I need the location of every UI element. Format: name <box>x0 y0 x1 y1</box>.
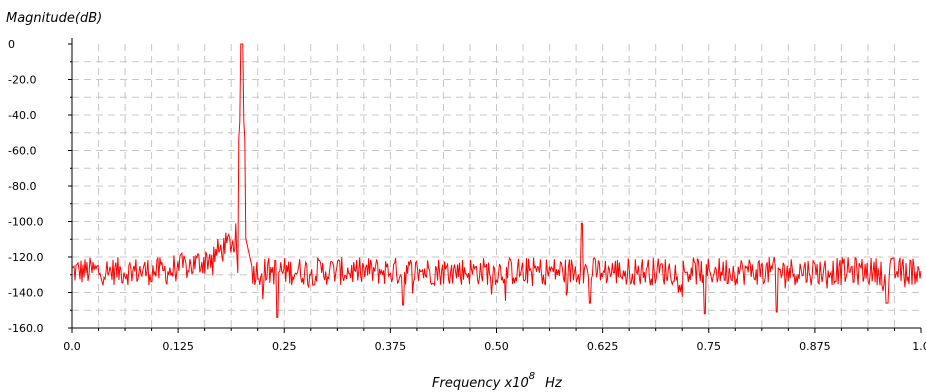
x-axis-title-unit: Hz <box>545 376 563 391</box>
y-tick-label: -60.0 <box>8 145 36 158</box>
x-tick-label: 0.50 <box>484 340 509 353</box>
x-axis-title-exponent: 8 <box>529 371 535 382</box>
x-tick-label: 0.875 <box>799 340 831 353</box>
x-tick-label: 0.75 <box>697 340 722 353</box>
x-tick-label: 0.125 <box>162 340 194 353</box>
grid <box>72 44 921 328</box>
y-tick-label: -160.0 <box>8 322 43 335</box>
x-tick-label: 0.25 <box>272 340 297 353</box>
x-axis-title: Frequency x108 Hz <box>432 371 563 391</box>
y-tick-label: -140.0 <box>8 287 43 300</box>
axes <box>68 38 922 333</box>
x-axis-title-prefix: Frequency x10 <box>432 376 529 391</box>
y-tick-label: -20.0 <box>8 74 36 87</box>
y-tick-label: -40.0 <box>8 109 36 122</box>
series-layer <box>71 43 922 318</box>
y-tick-label: -120.0 <box>8 251 43 264</box>
x-tick-label: 0.625 <box>587 340 619 353</box>
y-tick-label: 0 <box>8 38 15 51</box>
tick-labels: 0 -20.0 -40.0 -60.0 -80.0 -100.0 -120.0 -140.0 -… <box>8 38 926 353</box>
spectrum-trace <box>71 43 922 318</box>
x-tick-label: 0.0 <box>63 340 81 353</box>
x-tick-label: 1.0 <box>912 340 926 353</box>
y-tick-label: -80.0 <box>8 180 36 193</box>
y-axis-title: Magnitude(dB) <box>6 11 102 26</box>
y-tick-label: -100.0 <box>8 216 43 229</box>
x-tick-label: 0.375 <box>375 340 407 353</box>
